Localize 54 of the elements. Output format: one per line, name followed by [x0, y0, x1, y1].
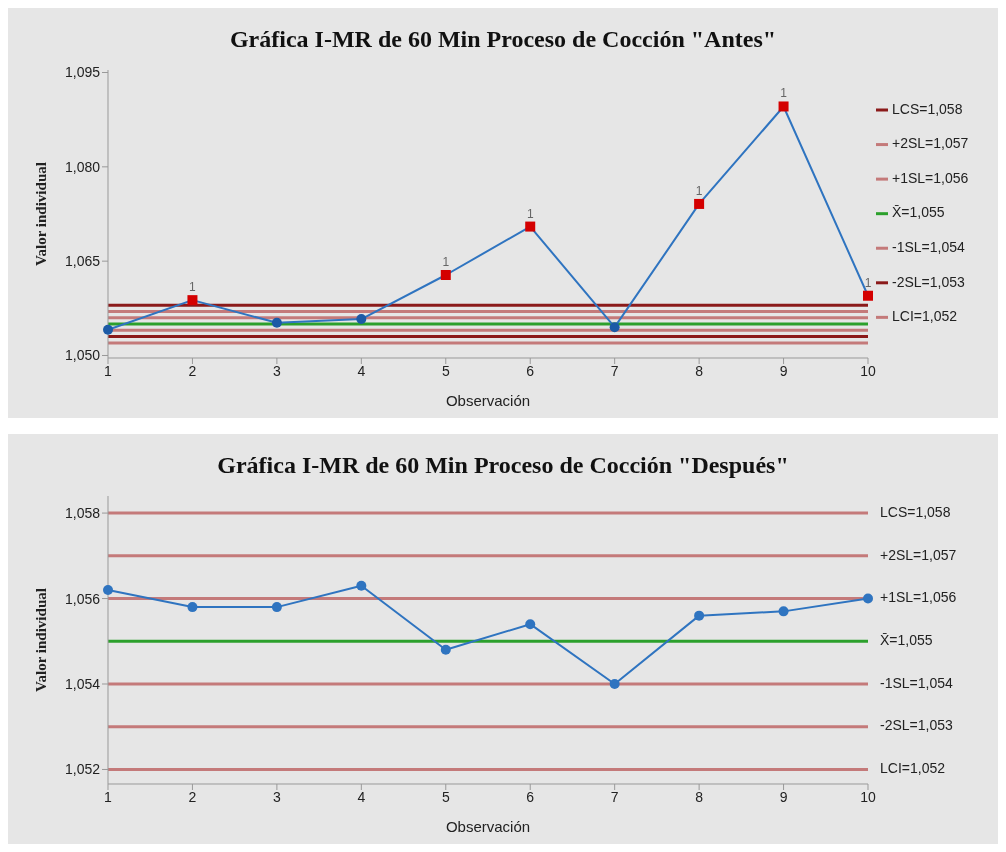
legend-label: LCS=1,058	[892, 100, 963, 117]
y-tick-label: 1,056	[64, 590, 101, 607]
x-tick-label: 6	[526, 788, 535, 805]
legend-label: LCI=1,052	[892, 308, 958, 325]
x-axis-title: Observación	[445, 392, 531, 409]
y-tick-label: 1,065	[64, 253, 101, 270]
y-tick-label: 1,050	[64, 347, 101, 364]
x-tick-label: 7	[610, 362, 619, 379]
x-axis-title: Observación	[445, 818, 531, 835]
ref-line-label: LCI=1,052	[880, 760, 946, 777]
x-tick-label: 4	[357, 788, 366, 805]
chart-title: Gráfica I-MR de 60 Min Proceso de Cocción "Antes"	[228, 26, 778, 53]
x-tick-label: 10	[860, 788, 876, 805]
x-tick-label: 5	[441, 788, 450, 805]
legend-label: -2SL=1,053	[892, 273, 965, 290]
x-tick-label: 7	[610, 788, 619, 805]
legend-label: -1SL=1,054	[892, 238, 965, 255]
x-tick-label: 10	[860, 362, 876, 379]
ref-line-label: -2SL=1,053	[880, 717, 953, 734]
x-tick-label: 3	[272, 788, 281, 805]
y-axis-title: Valor individual	[33, 588, 49, 692]
y-axis-title: Valor individual	[33, 162, 49, 266]
x-tick-label: 8	[695, 788, 704, 805]
legend-label: X̄=1,055	[892, 204, 945, 221]
x-tick-label: 9	[779, 788, 788, 805]
annotation: 1	[780, 86, 788, 101]
annotation: 1	[864, 275, 872, 290]
ref-line-label: LCS=1,058	[880, 503, 951, 520]
ref-line-label: +2SL=1,057	[880, 546, 957, 563]
y-tick-label: 1,095	[64, 64, 101, 81]
ref-line-label: +1SL=1,056	[880, 589, 957, 606]
x-tick-label: 1	[104, 788, 113, 805]
y-tick-label: 1,054	[64, 675, 101, 692]
x-tick-label: 1	[104, 362, 113, 379]
annotation: 1	[189, 280, 197, 295]
x-tick-label: 2	[188, 362, 197, 379]
x-tick-label: 6	[526, 362, 535, 379]
x-tick-label: 8	[695, 362, 704, 379]
y-tick-label: 1,058	[64, 505, 101, 522]
annotation: 1	[526, 206, 534, 221]
y-tick-label: 1,052	[64, 761, 101, 778]
annotation: 1	[442, 255, 450, 269]
y-tick-label: 1,080	[64, 158, 101, 175]
x-tick-label: 9	[779, 362, 788, 379]
legend-label: +2SL=1,057	[892, 135, 969, 152]
x-tick-label: 4	[357, 362, 366, 379]
annotation: 1	[695, 183, 703, 198]
ref-line-label: X̄=1,055	[880, 631, 933, 648]
x-tick-label: 2	[188, 788, 197, 805]
legend-label: +1SL=1,056	[892, 169, 969, 186]
chart-title: Gráfica I-MR de 60 Min Proceso de Cocción "Después"	[216, 452, 790, 479]
ref-line-label: -1SL=1,054	[880, 674, 953, 691]
x-tick-label: 5	[441, 362, 450, 379]
x-tick-label: 3	[272, 362, 281, 379]
